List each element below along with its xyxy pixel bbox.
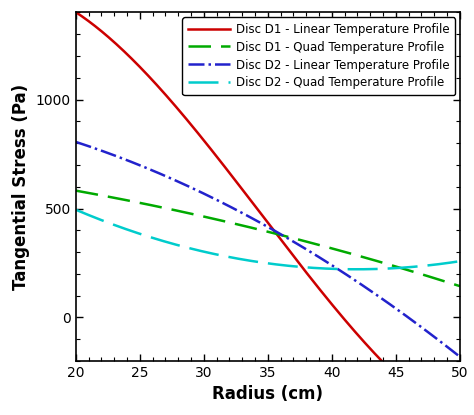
Disc D2 - Linear Temperature Profile: [457, 354, 463, 359]
Disc D2 - Quad Temperature Profile: [119, 225, 125, 230]
X-axis label: Radius (cm): Radius (cm): [212, 386, 323, 403]
Disc D1 - Linear Temperature Profile: [73, 10, 79, 15]
Disc D1 - Linear Temperature Profile: [352, 329, 358, 334]
Disc D1 - Linear Temperature Profile: [225, 168, 231, 173]
Line: Disc D2 - Linear Temperature Profile: Disc D2 - Linear Temperature Profile: [76, 142, 460, 356]
Disc D2 - Linear Temperature Profile: [73, 139, 79, 144]
Disc D1 - Quad Temperature Profile: [315, 242, 320, 247]
Disc D2 - Quad Temperature Profile: [457, 259, 463, 264]
Disc D2 - Linear Temperature Profile: [315, 254, 320, 259]
Legend: Disc D1 - Linear Temperature Profile, Disc D1 - Quad Temperature Profile, Disc D: Disc D1 - Linear Temperature Profile, Di…: [182, 17, 455, 95]
Disc D2 - Quad Temperature Profile: [73, 207, 79, 212]
Disc D1 - Quad Temperature Profile: [350, 252, 356, 257]
Disc D2 - Quad Temperature Profile: [198, 249, 204, 254]
Disc D2 - Quad Temperature Profile: [315, 266, 320, 271]
Disc D1 - Quad Temperature Profile: [198, 213, 204, 218]
Disc D2 - Linear Temperature Profile: [225, 203, 231, 208]
Disc D2 - Linear Temperature Profile: [119, 156, 125, 161]
Y-axis label: Tangential Stress (Pa): Tangential Stress (Pa): [12, 84, 30, 290]
Disc D1 - Quad Temperature Profile: [457, 283, 463, 288]
Disc D1 - Linear Temperature Profile: [315, 284, 320, 289]
Disc D2 - Linear Temperature Profile: [350, 276, 356, 281]
Line: Disc D1 - Linear Temperature Profile: Disc D1 - Linear Temperature Profile: [76, 12, 460, 415]
Disc D2 - Linear Temperature Profile: [198, 190, 204, 195]
Disc D1 - Linear Temperature Profile: [198, 134, 204, 139]
Disc D1 - Quad Temperature Profile: [225, 220, 231, 225]
Disc D1 - Linear Temperature Profile: [350, 327, 356, 332]
Disc D2 - Quad Temperature Profile: [352, 267, 358, 272]
Disc D1 - Quad Temperature Profile: [352, 252, 358, 257]
Line: Disc D2 - Quad Temperature Profile: Disc D2 - Quad Temperature Profile: [76, 210, 460, 269]
Disc D1 - Linear Temperature Profile: [119, 47, 125, 52]
Disc D2 - Quad Temperature Profile: [225, 254, 231, 259]
Disc D2 - Linear Temperature Profile: [352, 278, 358, 283]
Disc D2 - Quad Temperature Profile: [350, 267, 356, 272]
Disc D2 - Quad Temperature Profile: [354, 267, 360, 272]
Disc D1 - Quad Temperature Profile: [119, 197, 125, 202]
Disc D1 - Quad Temperature Profile: [73, 188, 79, 193]
Line: Disc D1 - Quad Temperature Profile: Disc D1 - Quad Temperature Profile: [76, 190, 460, 286]
